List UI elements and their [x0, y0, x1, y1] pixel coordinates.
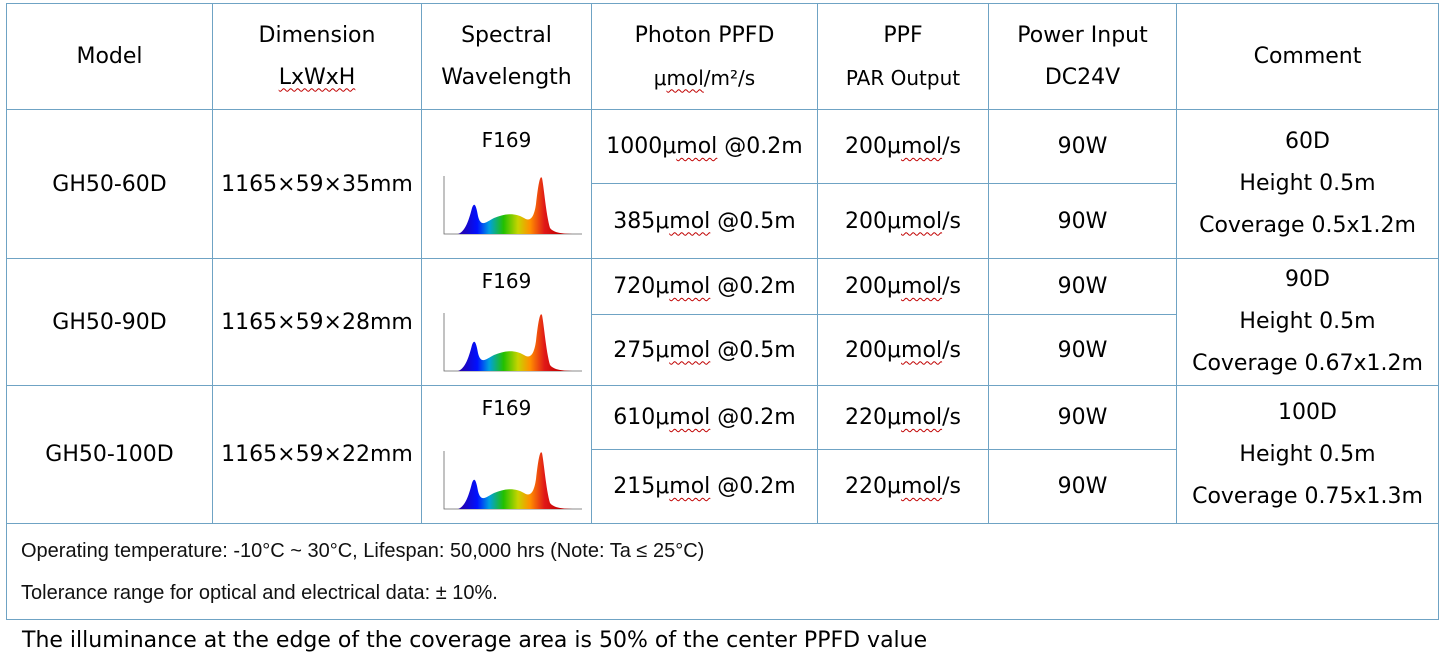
- model-cell: GH50-90D: [6, 258, 213, 386]
- ppf-cell: 220μmol/s: [817, 385, 989, 450]
- ppfd-cell: 215μmol @0.2m: [591, 449, 818, 524]
- spectrum-cell: F169: [421, 385, 592, 524]
- ppfd-cell: 385μmol @0.5m: [591, 183, 818, 259]
- ppf-cell: 200μmol/s: [817, 314, 989, 386]
- comment-cell: 60D Height 0.5m Coverage 0.5x1.2m: [1176, 109, 1439, 259]
- header-dimension: Dimension LxWxH: [212, 3, 422, 110]
- ppf-cell: 200μmol/s: [817, 257, 989, 316]
- power-cell: 90W: [988, 385, 1177, 450]
- spectrum-label: F169: [481, 128, 532, 152]
- spectrum-label: F169: [481, 269, 532, 293]
- header-power: Power Input DC24V: [988, 3, 1177, 110]
- dimension-cell: 1165×59×35mm: [212, 109, 422, 259]
- spectrum-curve: [458, 314, 578, 371]
- table-row: 215μmol @0.2m 220μmol/s 90W: [7, 449, 1439, 524]
- model-cell: GH50-100D: [6, 385, 213, 524]
- dimension-cell: 1165×59×22mm: [212, 385, 422, 524]
- comment-cell: 90D Height 0.5m Coverage 0.67x1.2m: [1176, 258, 1439, 386]
- spectrum-chart: [443, 313, 582, 372]
- footer-note: The illuminance at the edge of the cover…: [22, 628, 928, 653]
- header-comment: Comment: [1176, 3, 1439, 110]
- notes-row: Operating temperature: -10°C ~ 30°C, Lif…: [6, 523, 1439, 620]
- spectrum-cell: F169: [421, 258, 592, 386]
- header-model: Model: [6, 3, 213, 110]
- ppf-cell: 200μmol/s: [817, 109, 989, 184]
- table-row: 385μmol @0.5m 200μmol/s 90W: [7, 183, 1439, 259]
- power-cell: 90W: [988, 109, 1177, 184]
- header-row: Model Dimension LxWxH Spectral Wavelength …: [6, 3, 1439, 110]
- spectrum-chart: [443, 176, 582, 235]
- spectrum-curve: [458, 177, 578, 234]
- spectrum-cell: F169: [421, 109, 592, 259]
- spectrum-label: F169: [481, 396, 532, 420]
- spectrum-chart: [443, 451, 582, 510]
- header-ppf: PPF PAR Output: [817, 3, 989, 110]
- header-dimension-sub: LxWxH: [278, 64, 356, 90]
- ppfd-cell: 610μmol @0.2m: [591, 385, 818, 450]
- ppfd-cell: 720μmol @0.2m: [591, 257, 818, 316]
- comment-cell: 100D Height 0.5m Coverage 0.75x1.3m: [1176, 385, 1439, 524]
- ppfd-cell: 1000μmol @0.2m: [591, 109, 818, 184]
- model-cell: GH50-60D: [6, 109, 213, 259]
- power-cell: 90W: [988, 449, 1177, 524]
- notes-cell: Operating temperature: -10°C ~ 30°C, Lif…: [6, 523, 1439, 620]
- power-cell: 90W: [988, 183, 1177, 259]
- ppf-cell: 200μmol/s: [817, 183, 989, 259]
- note-tolerance: Tolerance range for optical and electric…: [21, 581, 498, 604]
- ppf-cell: 220μmol/s: [817, 449, 989, 524]
- power-cell: 90W: [988, 314, 1177, 386]
- ppfd-cell: 275μmol @0.5m: [591, 314, 818, 386]
- power-cell: 90W: [988, 257, 1177, 316]
- spec-table: Model Dimension LxWxH Spectral Wavelength …: [6, 3, 1439, 620]
- table-row: GH50-60D 1165×59×35mm F169 1000μmol @0.2…: [6, 109, 1439, 259]
- table-row: 275μmol @0.5m 200μmol/s 90W: [7, 314, 1439, 386]
- header-spectral: Spectral Wavelength: [421, 3, 592, 110]
- header-photon: Photon PPFD μmol/m²/s: [591, 3, 818, 110]
- dimension-cell: 1165×59×28mm: [212, 258, 422, 386]
- note-operating-temperature: Operating temperature: -10°C ~ 30°C, Lif…: [21, 539, 705, 562]
- table-row: GH50-90D 1165×59×28mm F169 720μmol @0.2m…: [6, 257, 1439, 386]
- table-row: GH50-100D 1165×59×22mm F169 610μmol @0.2…: [6, 385, 1439, 524]
- spectrum-curve: [458, 452, 578, 509]
